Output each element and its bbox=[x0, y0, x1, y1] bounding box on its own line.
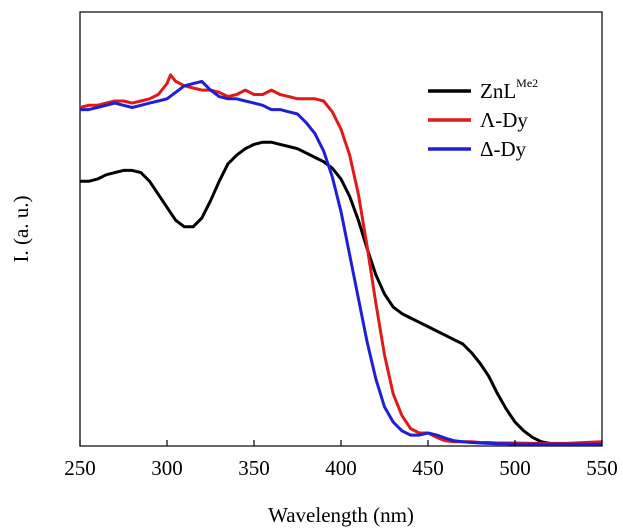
series-line-3 bbox=[80, 79, 602, 446]
x-tick-label: 400 bbox=[325, 456, 357, 480]
series-layer bbox=[79, 73, 603, 447]
legend-label-1: ZnLMe2 bbox=[480, 76, 538, 103]
y-axis-label: I. (a. u.) bbox=[9, 195, 33, 262]
x-axis-label: Wavelength (nm) bbox=[268, 503, 414, 527]
x-tick-label: 300 bbox=[151, 456, 183, 480]
tick-layer: 250 300 350 400 450 500 550 bbox=[64, 440, 618, 480]
series-line-1 bbox=[80, 140, 602, 447]
x-tick-label: 250 bbox=[64, 456, 96, 480]
x-tick-label: 500 bbox=[499, 456, 531, 480]
legend-label-2: Λ-Dy bbox=[480, 108, 528, 132]
x-tick-label: 350 bbox=[238, 456, 270, 480]
x-tick-label: 450 bbox=[412, 456, 444, 480]
legend-label-3: Δ-Dy bbox=[480, 137, 527, 161]
legend: ZnLMe2 Λ-Dy Δ-Dy bbox=[428, 76, 538, 161]
x-tick-label: 550 bbox=[586, 456, 618, 480]
